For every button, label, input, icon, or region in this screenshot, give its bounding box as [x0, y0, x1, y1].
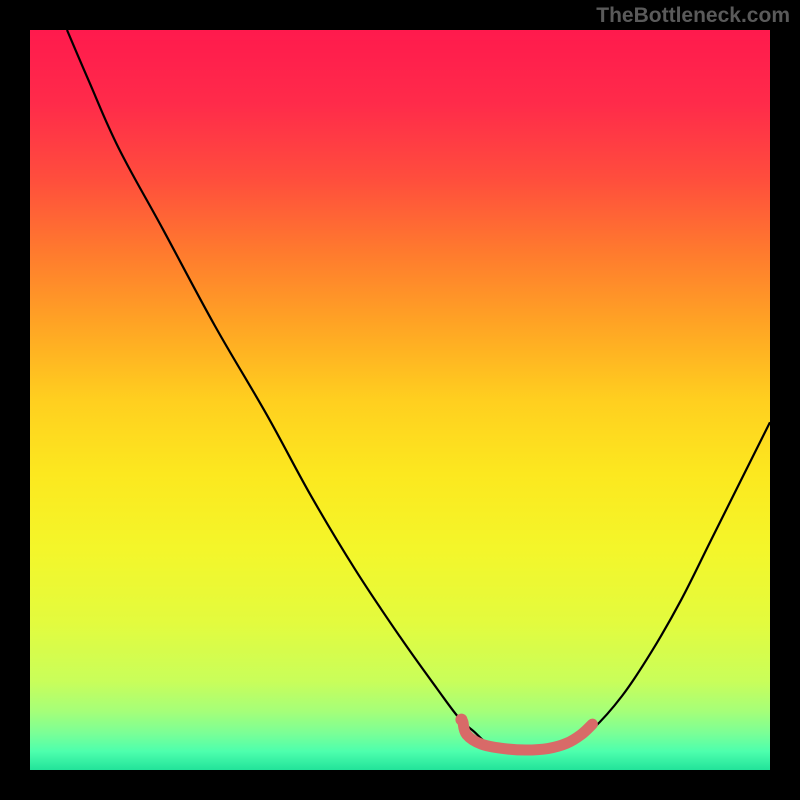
watermark-text: TheBottleneck.com: [596, 4, 790, 28]
bottleneck-curve-chart: [30, 30, 770, 770]
plot-area: [30, 30, 770, 770]
gradient-background: [30, 30, 770, 770]
highlight-dot: [455, 714, 467, 726]
chart-container: TheBottleneck.com: [0, 0, 800, 800]
